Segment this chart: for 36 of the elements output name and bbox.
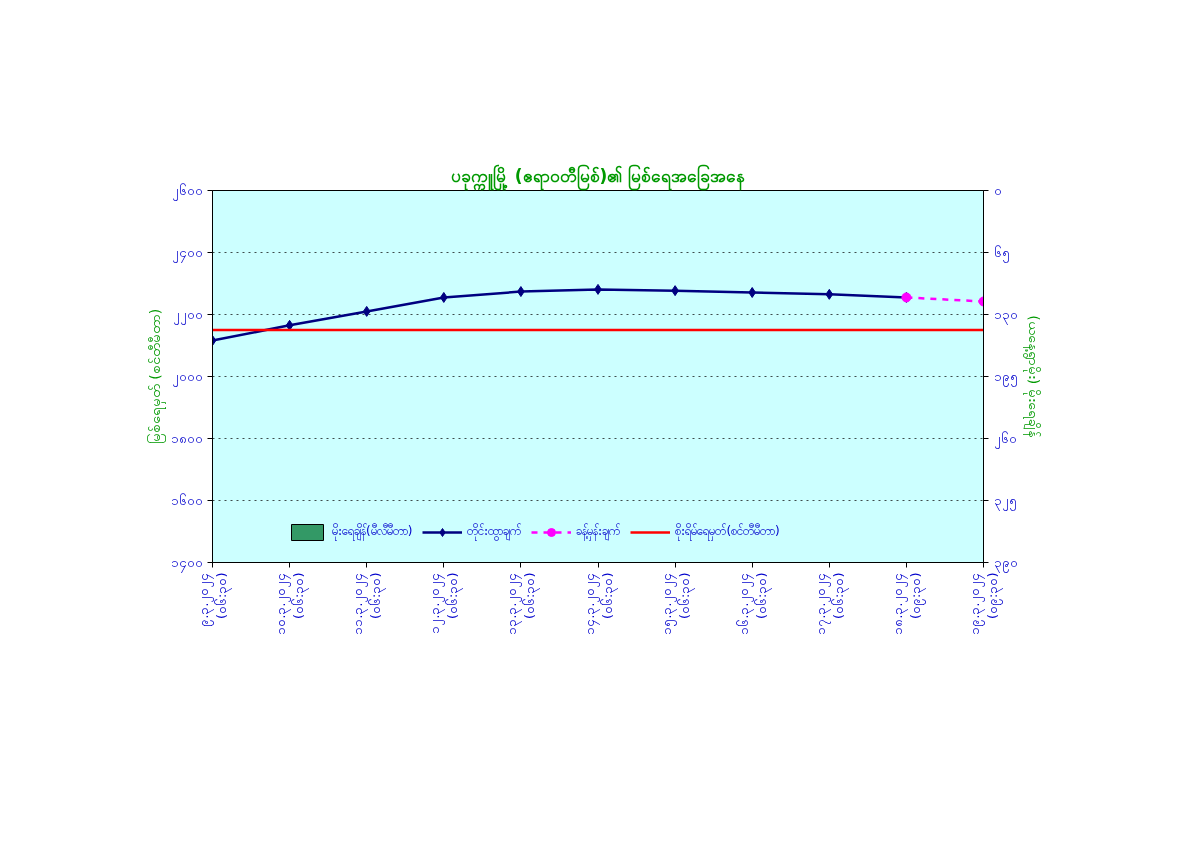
y-axis-title: မြစ်ရေမှတ် (စင်တီမီတာ) <box>146 308 166 445</box>
y-tick-label: ၂၄၀၀ <box>171 245 203 263</box>
y-tick-label: ၁၆၀၀ <box>170 493 203 508</box>
x-tick-label: ၁၀.၃.၂၀၂၄ (၀၆:၃၀) <box>273 572 310 635</box>
point <box>825 288 834 300</box>
x-tick-label: ၁၂.၃.၂၀၂၄ (၀၆:၃၀) <box>427 572 464 634</box>
legend-label: ခန့်မှန်းချက် <box>576 523 621 541</box>
x-tick-label: ၁၄.၃.၂၀၂၄ (၀၆:၃၀) <box>581 572 618 635</box>
y2-tick-label: ၀ <box>993 183 1002 198</box>
y2-axis-title: (ယနေ့ရွာမိုး) မိုးရေချိန် <box>1022 315 1042 438</box>
x-tick-label: ၁၁.၃.၂၀၂၄ (၀၆:၃၀) <box>350 572 387 635</box>
legend-label: စိုးရိမ်ရေမှတ်(စင်တီမီတာ) <box>675 523 780 541</box>
point <box>362 305 371 317</box>
y-tick-label: ၂၀၀၀ <box>171 369 203 387</box>
point <box>748 286 757 298</box>
x-tick-label: ၁၆.၃.၂၀၂၄ (၀၆:၃၀) <box>735 572 772 635</box>
x-tick-label: ၁၈.၃.၂၀၂၄ (၀၉:၃၀) <box>889 572 926 635</box>
y2-tick-label: ၂၆၀ <box>993 431 1017 449</box>
x-tick-label: ၁၅.၃.၂၀၂၄ (၀၆:၃၀) <box>658 572 695 635</box>
legend-label: တိုင်းထွာချက် <box>467 523 522 541</box>
y2-tick-label: ၃၉၀ <box>993 555 1018 573</box>
point <box>439 291 448 303</box>
y2-tick-label: ၁၃၀ <box>993 307 1018 325</box>
y-tick-label: ၁၄၀၀ <box>170 555 203 573</box>
x-tick-label: ၁၃.၃.၂၀၂၄ (၀၆:၃၀) <box>504 572 541 635</box>
y-tick-label: ၂၂၀၀ <box>172 307 203 325</box>
y-tick-label: ၂၆၀၀ <box>171 183 203 201</box>
y2-tick-label: ၆၅ <box>993 245 1010 263</box>
legend-label: မိုးရေချိန်(မီလီမီတာ) <box>332 523 413 541</box>
y2-tick-label: ၁၉၅ <box>993 369 1018 387</box>
x-tick-label: ၉.၃.၂၀၂၄ (၀၆:၃၀) <box>196 572 232 627</box>
x-tick-label: ၁၇.၃.၂၀၂၄ (၀၆:၃၀) <box>812 572 849 635</box>
x-tick-label: ၁၉.၃.၂၀၂၄ (၀၉:၃၀) <box>967 572 1003 635</box>
y2-tick-label: ၃၂၅ <box>993 493 1017 511</box>
y-tick-label: ၁၈၀၀ <box>170 431 203 446</box>
chart-title: ပခုက္ကူမြို့ (ဧရာဝတီမြစ်)၏ မြစ်ရေအခြေအနေ <box>450 163 746 191</box>
